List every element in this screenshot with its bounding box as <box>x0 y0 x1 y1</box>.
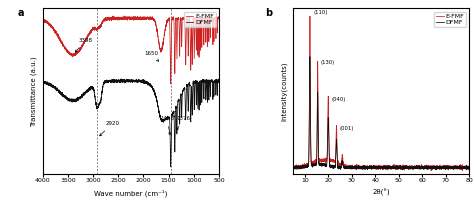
E-FMF <box>115 17 121 20</box>
E-FMF <box>428 169 434 172</box>
E-FMF <box>121 15 127 17</box>
DFMF <box>211 83 217 85</box>
DFMF <box>463 167 469 169</box>
E-FMF <box>211 23 217 25</box>
DFMF <box>310 163 316 166</box>
E-FMF <box>463 166 469 169</box>
E-FMF <box>114 17 119 20</box>
E-FMF <box>168 80 173 83</box>
DFMF <box>290 165 296 168</box>
DFMF <box>202 79 208 82</box>
DFMF <box>40 80 46 83</box>
Y-axis label: Intensity(counts): Intensity(counts) <box>281 62 287 121</box>
Text: (001): (001) <box>340 126 355 131</box>
E-FMF <box>168 83 173 85</box>
Y-axis label: Transmittance (a.u.): Transmittance (a.u.) <box>31 56 37 127</box>
Text: 1458: 1458 <box>160 116 174 135</box>
X-axis label: 2θ(°): 2θ(°) <box>372 189 390 196</box>
E-FMF <box>321 158 327 161</box>
E-FMF <box>216 16 222 19</box>
DFMF <box>118 78 124 80</box>
Text: 1650: 1650 <box>144 51 159 61</box>
Text: a: a <box>18 8 25 18</box>
DFMF <box>321 163 327 165</box>
Line: E-FMF: E-FMF <box>293 16 469 171</box>
DFMF <box>216 79 222 82</box>
DFMF <box>365 166 371 169</box>
E-FMF <box>124 17 129 19</box>
Text: (040): (040) <box>332 97 346 102</box>
E-FMF <box>307 15 313 17</box>
X-axis label: Wave number (cm⁻¹): Wave number (cm⁻¹) <box>94 189 167 197</box>
Line: DFMF: DFMF <box>293 57 469 170</box>
DFMF <box>168 163 173 166</box>
DFMF <box>124 79 129 82</box>
E-FMF <box>40 18 46 20</box>
DFMF <box>466 167 472 169</box>
DFMF <box>168 165 173 168</box>
DFMF <box>358 165 364 168</box>
E-FMF <box>466 166 472 168</box>
E-FMF <box>358 167 364 170</box>
Text: (110): (110) <box>313 10 328 15</box>
E-FMF <box>444 166 450 169</box>
Line: E-FMF: E-FMF <box>43 16 219 84</box>
DFMF <box>114 79 119 82</box>
Text: 3398: 3398 <box>75 38 92 52</box>
Text: 2920: 2920 <box>100 121 119 136</box>
E-FMF <box>310 161 316 164</box>
DFMF <box>464 169 469 171</box>
Text: (130): (130) <box>320 60 335 65</box>
Legend: E-FMF, DFMF: E-FMF, DFMF <box>184 12 216 27</box>
Text: 1376: 1376 <box>177 116 191 130</box>
DFMF <box>444 165 450 167</box>
DFMF <box>307 55 313 58</box>
DFMF <box>115 80 121 83</box>
Line: DFMF: DFMF <box>43 79 219 167</box>
E-FMF <box>202 15 208 18</box>
E-FMF <box>365 165 371 168</box>
Text: b: b <box>265 8 272 18</box>
Legend: E-FMF, DFMF: E-FMF, DFMF <box>434 12 466 27</box>
E-FMF <box>290 167 296 169</box>
